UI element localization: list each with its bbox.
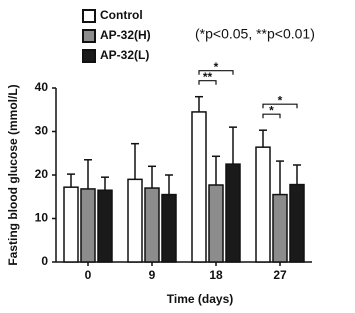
bar	[208, 184, 224, 263]
annotation: (*p<0.05, **p<0.01)	[195, 26, 315, 42]
x-axis-label: Time (days)	[167, 292, 233, 306]
x-tick-label: 0	[85, 268, 92, 282]
bar	[63, 186, 79, 263]
significance-bracket	[198, 80, 217, 85]
bar	[144, 187, 160, 263]
bar	[161, 193, 177, 263]
x-tick-label: 27	[273, 268, 287, 282]
x-tick-label: 9	[149, 268, 156, 282]
legend-label: AP-32(H)	[100, 28, 151, 42]
legend-swatch	[82, 49, 96, 63]
y-tick-label: 40	[35, 80, 49, 94]
bar	[97, 189, 113, 263]
bar	[289, 183, 305, 263]
y-tick-label: 0	[41, 254, 48, 268]
legend-swatch	[82, 29, 96, 43]
bar	[80, 188, 96, 263]
significance-label: *	[214, 60, 219, 74]
bar	[255, 146, 271, 263]
legend-label: Control	[100, 8, 143, 22]
bar	[225, 163, 241, 263]
legend-label: AP-32(L)	[100, 48, 149, 62]
y-tick-label: 30	[35, 124, 49, 138]
bar	[191, 111, 207, 263]
bar	[272, 193, 288, 263]
y-tick-label: 10	[35, 211, 49, 225]
y-axis-label: Fasting blood glucose (mmol/L)	[6, 84, 20, 265]
significance-bracket	[262, 113, 281, 119]
y-tick-label: 20	[35, 167, 49, 181]
significance-label: *	[269, 103, 274, 117]
x-tick-label: 18	[209, 268, 223, 282]
bar	[127, 178, 143, 263]
significance-label: **	[203, 70, 213, 84]
legend-swatch	[82, 9, 96, 23]
significance-bracket	[262, 103, 298, 109]
significance-label: *	[278, 93, 283, 107]
significance-bracket	[198, 70, 234, 75]
